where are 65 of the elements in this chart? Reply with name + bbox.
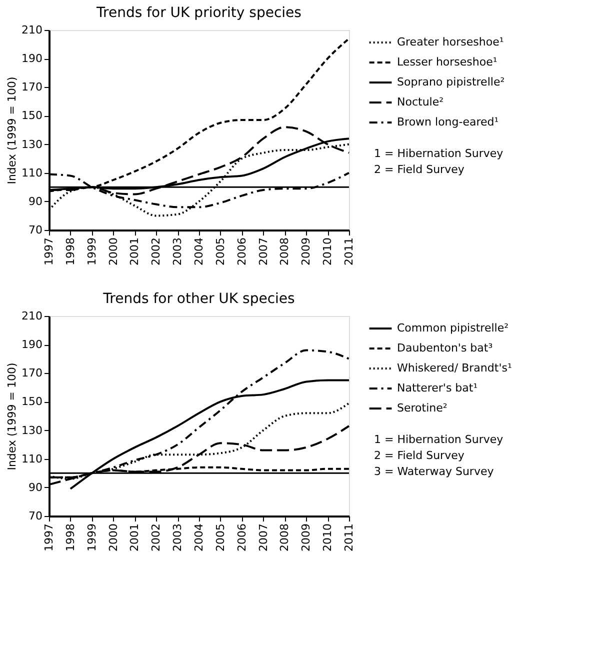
text: 2 = Field Survey (374, 163, 465, 176)
x-tick-label: 1997 (42, 238, 56, 266)
x-tick-label: 1999 (85, 524, 98, 552)
y-tick-label: 210 (22, 310, 42, 322)
x-tick-label: 2006 (235, 238, 248, 266)
legend-label: Natterer's bat¹ (397, 382, 478, 394)
y-axis-title: Index (1999 = 100) (6, 362, 19, 470)
y-tick-label: 110 (22, 452, 42, 466)
legend-label: Common pipistrelle² (397, 322, 508, 334)
text: 3 = Waterway Survey (374, 465, 494, 478)
x-tick-label: 2009 (300, 238, 313, 266)
y-tick-label: 170 (22, 80, 42, 94)
x-tick-label: 1997 (42, 524, 56, 552)
x-tick-label: 2010 (321, 238, 334, 266)
x-tick-label: 2003 (171, 238, 184, 266)
chart-title: Trends for other UK species (102, 291, 295, 307)
y-tick-label: 90 (28, 480, 42, 494)
x-tick-label: 2005 (214, 524, 227, 552)
x-tick-label: 2002 (150, 238, 163, 266)
x-tick-label: 2010 (321, 524, 334, 552)
y-axis-title: Index (1999 = 100) (6, 76, 19, 184)
x-tick-label: 1999 (85, 238, 98, 266)
x-tick-label: 2001 (128, 238, 142, 266)
x-tick-label: 1998 (64, 238, 77, 266)
y-tick-label: 130 (22, 424, 42, 437)
y-tick-label: 190 (22, 338, 42, 352)
x-tick-label: 1998 (64, 524, 77, 552)
y-tick-label: 210 (22, 24, 42, 36)
legend-label: Soprano pipistrelle² (397, 76, 505, 88)
x-tick-label: 2006 (235, 524, 248, 552)
chart-title: Trends for UK priority species (96, 5, 302, 21)
y-tick-label: 90 (28, 194, 42, 208)
y-tick-label: 190 (22, 52, 42, 66)
x-tick-label: 2007 (256, 238, 270, 266)
y-tick-label: 150 (22, 395, 42, 408)
legend-label: Serotine² (397, 402, 448, 414)
legend-label: Daubenton's bat³ (397, 342, 493, 354)
y-tick-label: 170 (22, 366, 42, 380)
y-tick-label: 150 (22, 109, 42, 122)
text: 1 = Hibernation Survey (374, 147, 504, 160)
x-tick-label: 2011 (342, 524, 356, 552)
legend-label: Brown long-eared¹ (397, 116, 499, 128)
y-tick-label: 110 (22, 166, 42, 180)
x-tick-label: 2003 (171, 524, 184, 552)
legend-label: Whiskered/ Brandt's¹ (397, 362, 512, 374)
text: 2 = Field Survey (374, 449, 465, 462)
x-tick-label: 2005 (214, 238, 227, 266)
x-tick-label: 2011 (342, 238, 356, 266)
x-tick-label: 2004 (192, 238, 206, 266)
x-tick-label: 2009 (300, 524, 313, 552)
y-tick-label: 70 (28, 510, 42, 522)
legend-label: Noctule² (397, 96, 444, 108)
x-tick-label: 2008 (278, 238, 292, 266)
text: 1 = Hibernation Survey (374, 433, 504, 446)
x-tick-label: 2000 (106, 238, 120, 266)
x-tick-label: 2004 (192, 524, 206, 552)
y-tick-label: 70 (28, 224, 42, 236)
x-tick-label: 2000 (106, 524, 120, 552)
y-tick-label: 130 (22, 138, 42, 151)
legend-label: Greater horseshoe¹ (397, 36, 504, 48)
x-tick-label: 2001 (128, 524, 142, 552)
x-tick-label: 2002 (150, 524, 163, 552)
x-tick-label: 2008 (278, 524, 292, 552)
legend-label: Lesser horseshoe¹ (397, 56, 498, 68)
x-tick-label: 2007 (256, 524, 270, 552)
